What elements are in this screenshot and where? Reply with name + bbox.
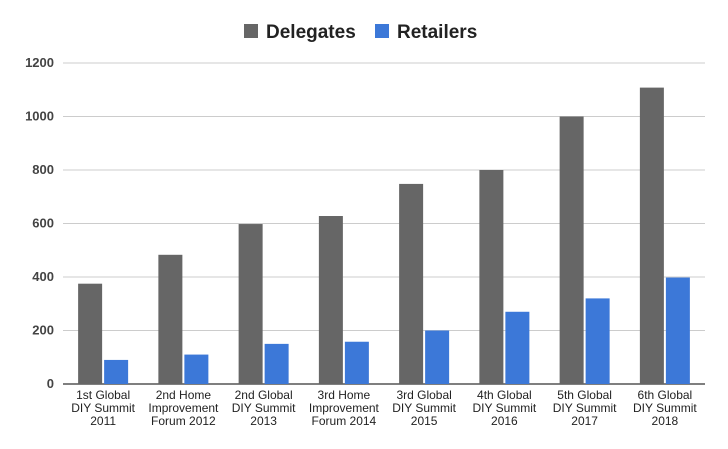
bar-retailers <box>104 359 129 384</box>
y-tick-label: 200 <box>32 323 54 338</box>
y-tick-label: 0 <box>47 376 54 391</box>
legend-label-delegates: Delegates <box>266 22 356 43</box>
x-tick-label: 1st Global DIY Summit 2011 <box>71 388 135 428</box>
bar-delegates <box>479 170 504 384</box>
x-tick-label: 3rd Global DIY Summit 2015 <box>392 388 456 428</box>
bar-retailers <box>585 298 610 384</box>
bar-retailers <box>505 311 530 384</box>
bar-delegates <box>639 87 664 385</box>
y-tick-label: 400 <box>32 269 54 284</box>
x-tick-label: 5th Global DIY Summit 2017 <box>553 388 617 428</box>
x-tick-label: 2nd Home Improvement Forum 2012 <box>148 388 219 428</box>
y-tick-label: 800 <box>32 162 54 177</box>
y-axis: 0 200 400 600 800 1000 1200 <box>25 55 54 391</box>
x-tick-label: 3rd Home Improvement Forum 2014 <box>309 388 380 428</box>
bar-retailers <box>425 330 450 384</box>
bar-retailers <box>264 343 289 384</box>
bar-delegates <box>238 224 263 384</box>
y-tick-label: 1200 <box>25 55 54 70</box>
legend-swatch-delegates <box>244 24 258 38</box>
bar-retailers <box>665 277 690 384</box>
y-tick-label: 1000 <box>25 109 54 124</box>
bar-delegates <box>559 116 584 384</box>
legend-swatch-retailers <box>375 24 389 38</box>
bar-retailers <box>344 341 369 384</box>
bar-delegates <box>318 216 343 384</box>
bar-delegates <box>78 283 103 384</box>
y-tick-label: 600 <box>32 216 54 231</box>
legend-label-retailers: Retailers <box>397 22 477 43</box>
x-tick-label: 4th Global DIY Summit 2016 <box>472 388 536 428</box>
bar-delegates <box>158 254 183 384</box>
bars <box>78 87 690 385</box>
bar-delegates <box>399 183 424 384</box>
x-tick-label: 6th Global DIY Summit 2018 <box>633 388 697 428</box>
x-tick-label: 2nd Global DIY Summit 2013 <box>232 388 296 428</box>
legend: Delegates Retailers <box>244 22 477 43</box>
bar-retailers <box>184 354 209 384</box>
x-axis: 1st Global DIY Summit 2011 2nd Home Improvem… <box>71 388 697 428</box>
